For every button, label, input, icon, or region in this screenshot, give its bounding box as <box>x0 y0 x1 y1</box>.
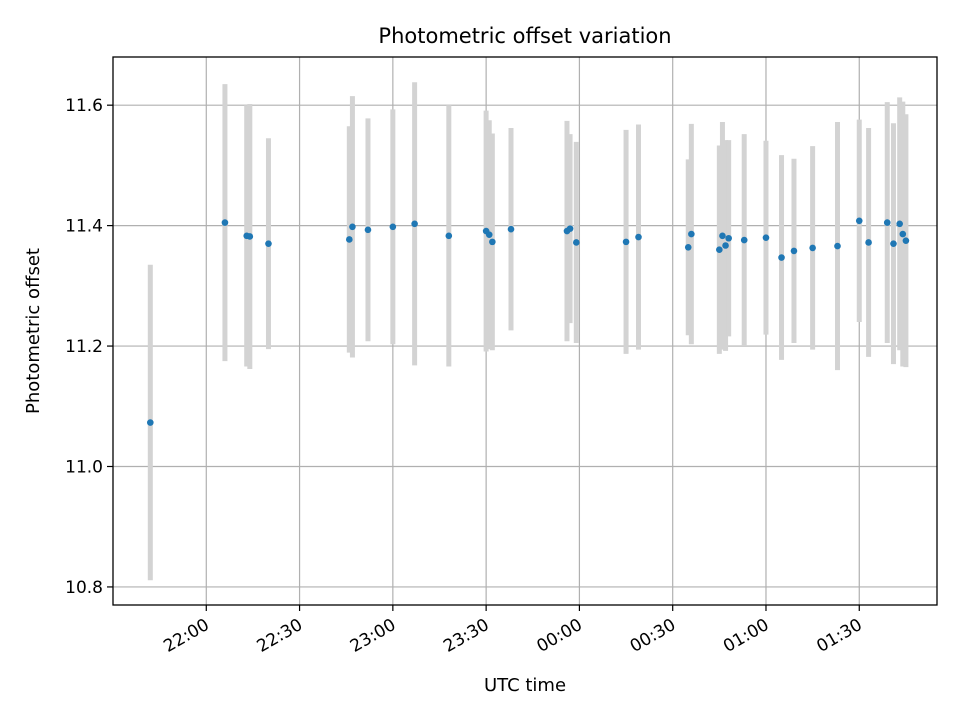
data-point <box>883 219 891 226</box>
y-tick-label: 11.0 <box>65 457 103 477</box>
data-point <box>716 246 723 254</box>
data-point <box>622 238 630 246</box>
data-point <box>221 219 229 226</box>
data-point <box>740 236 748 244</box>
y-tick-label: 10.8 <box>65 578 103 598</box>
y-tick-label: 11.4 <box>65 217 103 237</box>
data-point <box>722 242 729 249</box>
data-point <box>346 236 353 243</box>
data-point <box>719 232 726 240</box>
data-point <box>411 220 418 228</box>
data-point <box>246 233 254 240</box>
data-point <box>507 225 515 233</box>
data-point <box>389 223 397 231</box>
data-point <box>489 238 496 246</box>
data-point <box>809 244 816 252</box>
data-point <box>485 231 493 238</box>
data-point <box>902 237 910 244</box>
data-point <box>147 419 154 426</box>
data-point <box>445 232 453 240</box>
data-point <box>349 223 356 231</box>
data-point <box>855 217 863 225</box>
data-point <box>364 226 372 234</box>
y-axis-label: Photometric offset <box>23 248 44 414</box>
data-point <box>890 240 897 247</box>
data-point <box>790 247 798 255</box>
data-point <box>566 225 574 232</box>
data-point <box>635 233 642 241</box>
chart-title: Photometric offset variation <box>378 24 671 48</box>
x-axis-label: UTC time <box>484 675 566 696</box>
data-point <box>725 234 732 242</box>
data-point <box>865 239 872 246</box>
data-point <box>684 243 692 251</box>
data-point <box>762 234 770 241</box>
data-point <box>834 242 841 250</box>
data-point <box>778 254 785 261</box>
data-point <box>899 230 907 238</box>
data-point <box>896 220 903 228</box>
data-point <box>688 230 695 238</box>
y-tick-label: 11.2 <box>65 337 103 357</box>
data-points <box>147 217 910 426</box>
y-axis-ticks: 10.8 11.0 11.2 11.4 11.6 <box>65 96 113 598</box>
data-point <box>265 240 272 247</box>
y-tick-label: 11.6 <box>65 96 103 116</box>
data-point <box>573 239 580 246</box>
plot-frame <box>112 56 938 606</box>
